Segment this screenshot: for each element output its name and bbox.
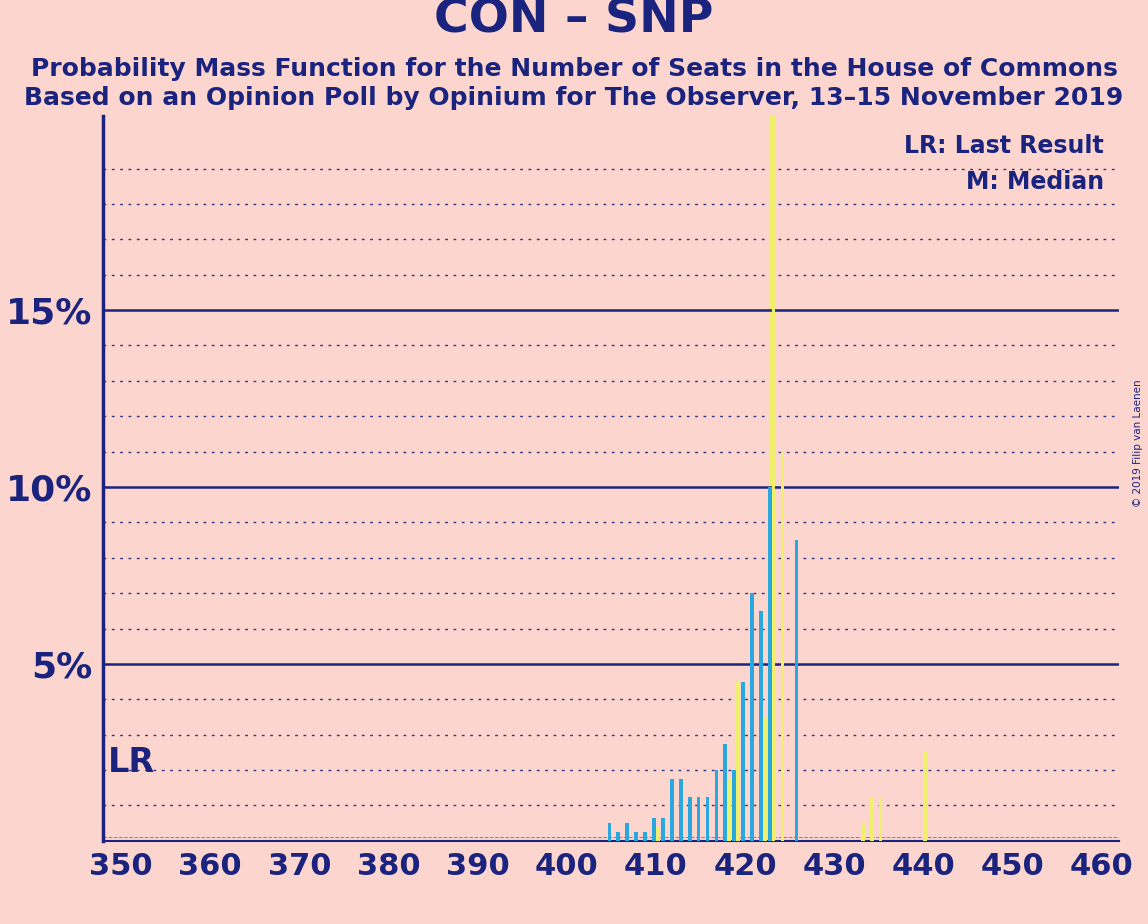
Text: LR: LR bbox=[108, 747, 155, 780]
Text: Based on an Opinion Poll by Opinium for The Observer, 13–15 November 2019: Based on an Opinion Poll by Opinium for … bbox=[24, 86, 1124, 110]
Bar bbox=[768, 487, 771, 841]
Text: M: Median: M: Median bbox=[965, 170, 1104, 194]
Bar bbox=[706, 796, 709, 841]
Bar bbox=[742, 682, 745, 841]
Bar bbox=[714, 770, 719, 841]
Bar bbox=[652, 818, 656, 841]
Bar bbox=[643, 832, 647, 841]
Bar bbox=[697, 796, 700, 841]
Bar bbox=[861, 823, 864, 841]
Bar bbox=[794, 541, 799, 841]
Bar bbox=[878, 796, 883, 841]
Text: Probability Mass Function for the Number of Seats in the House of Commons: Probability Mass Function for the Number… bbox=[31, 56, 1117, 80]
Bar bbox=[750, 593, 754, 841]
Bar bbox=[616, 832, 620, 841]
Bar bbox=[661, 818, 665, 841]
Bar bbox=[635, 832, 638, 841]
Bar bbox=[762, 717, 767, 841]
Bar bbox=[626, 823, 629, 841]
Bar bbox=[723, 744, 727, 841]
Bar bbox=[870, 796, 874, 841]
Bar bbox=[771, 168, 775, 841]
Text: CON – SNP: CON – SNP bbox=[434, 0, 714, 43]
Bar bbox=[656, 827, 660, 841]
Bar bbox=[607, 823, 612, 841]
Text: LR: Last Result: LR: Last Result bbox=[905, 134, 1104, 158]
Text: © 2019 Filip van Laenen: © 2019 Filip van Laenen bbox=[1133, 380, 1142, 507]
Bar bbox=[688, 796, 691, 841]
Bar bbox=[670, 779, 674, 841]
Bar bbox=[759, 611, 762, 841]
Bar bbox=[923, 752, 926, 841]
Bar bbox=[727, 779, 731, 841]
Bar bbox=[781, 452, 784, 841]
Bar bbox=[732, 770, 736, 841]
Bar bbox=[678, 779, 683, 841]
Bar bbox=[736, 682, 739, 841]
